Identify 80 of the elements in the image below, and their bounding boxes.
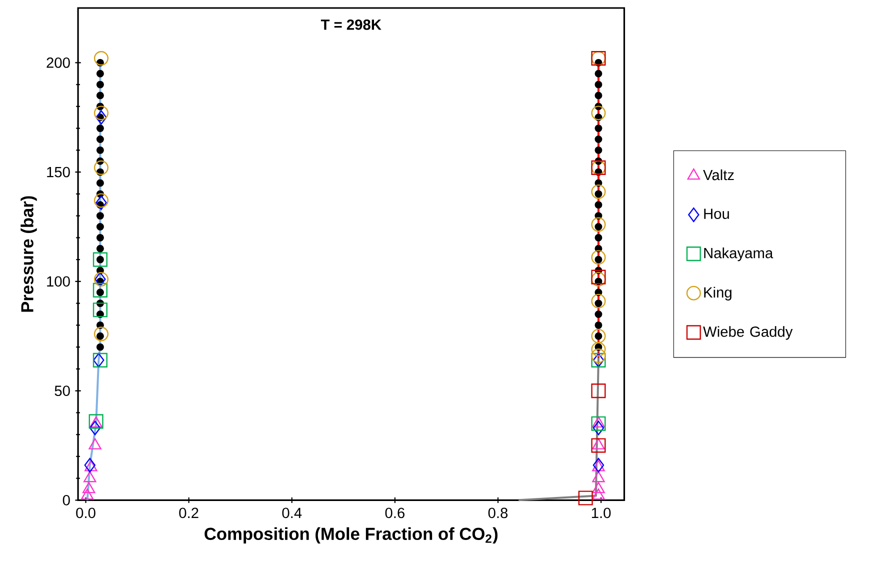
point xyxy=(96,80,104,88)
x-tick-label: 0.8 xyxy=(488,508,508,518)
point xyxy=(592,438,605,450)
point xyxy=(594,70,602,78)
point xyxy=(592,460,605,472)
point xyxy=(96,343,104,351)
legend-label: Hou xyxy=(704,208,729,220)
point xyxy=(92,282,108,298)
legend-label: Valtz xyxy=(703,169,734,180)
point xyxy=(94,51,108,66)
point xyxy=(84,458,96,473)
point xyxy=(594,201,602,209)
point xyxy=(84,460,98,472)
point xyxy=(594,92,602,100)
point xyxy=(96,256,104,264)
point xyxy=(578,490,593,506)
point xyxy=(96,124,104,132)
y-tick-label: 150 xyxy=(47,166,70,178)
point xyxy=(591,217,606,232)
point xyxy=(84,471,96,482)
point xyxy=(89,420,101,436)
y-tick-label: 0 xyxy=(62,495,70,506)
point xyxy=(96,223,104,231)
point xyxy=(80,488,94,500)
x-tick-label: 0.4 xyxy=(282,508,302,518)
point xyxy=(592,471,605,482)
point xyxy=(96,288,104,296)
legend-label: King xyxy=(704,286,732,301)
y-tick-label: 50 xyxy=(54,386,70,396)
point xyxy=(96,70,104,78)
point xyxy=(592,458,604,473)
point xyxy=(92,302,108,318)
point xyxy=(82,482,96,494)
point xyxy=(591,294,606,308)
point xyxy=(594,80,602,88)
point xyxy=(92,352,108,368)
legend-label: Wiebe Gaddy xyxy=(703,326,793,340)
point xyxy=(592,420,604,436)
x-tick-label: 0.0 xyxy=(76,508,96,518)
point xyxy=(96,212,104,220)
point xyxy=(591,184,606,200)
point xyxy=(94,326,108,342)
point xyxy=(594,234,602,242)
point xyxy=(591,416,606,431)
point xyxy=(591,348,606,364)
point xyxy=(594,124,602,132)
y-tick-label: 200 xyxy=(46,58,70,68)
point xyxy=(93,352,104,368)
point xyxy=(96,244,104,252)
y-axis-title: Pressure (bar) xyxy=(20,196,37,312)
point xyxy=(594,310,602,318)
point xyxy=(594,146,602,154)
point xyxy=(591,106,606,120)
point xyxy=(591,250,606,265)
point xyxy=(591,342,606,357)
point xyxy=(94,160,108,176)
x-tick-label: 0.6 xyxy=(385,508,404,518)
point xyxy=(96,92,104,100)
point xyxy=(591,438,606,453)
point xyxy=(88,438,102,450)
x-axis-title: Composition (Mole Fraction of CO$_{2}$) xyxy=(204,527,498,544)
point xyxy=(96,110,107,125)
legend-label: Nakayama xyxy=(704,248,774,262)
x-tick-label: 0.2 xyxy=(179,508,198,518)
point xyxy=(92,252,108,267)
point xyxy=(592,488,605,500)
point xyxy=(96,136,104,144)
point xyxy=(592,416,605,428)
point xyxy=(591,328,606,344)
point xyxy=(592,482,605,494)
point xyxy=(594,136,602,144)
point xyxy=(96,179,104,187)
text: T = 298K xyxy=(320,20,382,30)
point xyxy=(96,234,104,242)
point xyxy=(594,322,602,329)
x-tick-label: 1.0 xyxy=(592,508,611,518)
point xyxy=(94,106,108,120)
point xyxy=(591,384,606,398)
y-tick-label: 100 xyxy=(47,276,70,287)
point xyxy=(96,146,104,154)
